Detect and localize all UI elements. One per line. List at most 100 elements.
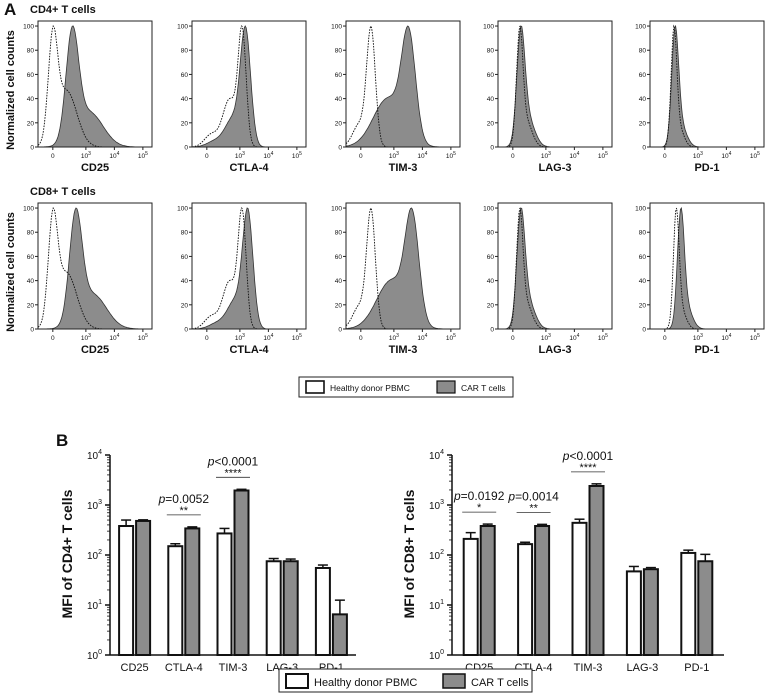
bar-car-tim-3 bbox=[233, 489, 250, 656]
hist-xtick-label: 103 bbox=[541, 151, 551, 160]
hist-xtick-label: 103 bbox=[389, 151, 399, 160]
hist-xtick-label: 105 bbox=[598, 151, 608, 160]
histogram-frame bbox=[345, 20, 461, 148]
hist-ytick-label: 100 bbox=[177, 206, 188, 213]
hist-ytick-label: 100 bbox=[331, 206, 342, 213]
car-histogram-curve bbox=[345, 207, 460, 330]
hist-xtick-label: 0 bbox=[51, 335, 55, 342]
bar-car-pd-1 bbox=[697, 560, 714, 657]
car-histogram-curve bbox=[498, 207, 612, 330]
significance-stars: ** bbox=[529, 502, 538, 514]
bar-ytick-label: 100 bbox=[429, 649, 444, 662]
bar-car-ctla-4 bbox=[534, 525, 551, 656]
hist-xtick-label: 105 bbox=[138, 151, 148, 160]
hist-xtick-label: 105 bbox=[292, 333, 302, 342]
hist-ytick-label: 40 bbox=[181, 96, 189, 103]
bar-car-ctla-4 bbox=[184, 527, 201, 656]
hist-ytick-label: 40 bbox=[639, 96, 647, 103]
hist-ytick-label: 0 bbox=[30, 327, 34, 334]
legend-b-car-label: CAR T cells bbox=[471, 677, 529, 689]
histogram-frame bbox=[649, 20, 765, 148]
bar-car-cd25 bbox=[479, 525, 496, 656]
bar-ytick-label: 102 bbox=[87, 549, 102, 562]
hist-xtick-label: 0 bbox=[359, 335, 363, 342]
hist-xtick-label: 104 bbox=[569, 333, 579, 342]
hist-xtick-label: 0 bbox=[51, 153, 55, 160]
hist-ytick-label: 100 bbox=[23, 24, 34, 31]
bar-healthy-lag-3 bbox=[625, 570, 642, 656]
hist-ytick-label: 80 bbox=[639, 230, 647, 237]
histogram-frame bbox=[649, 202, 765, 330]
panel-a-label: A bbox=[4, 0, 16, 19]
hist-xtick-label: 104 bbox=[263, 333, 273, 342]
bar-healthy-tim-3 bbox=[571, 521, 588, 657]
hist-marker-label: CTLA-4 bbox=[229, 162, 269, 174]
hist-marker-label: TIM-3 bbox=[389, 344, 418, 356]
hist-xtick-label: 105 bbox=[750, 333, 760, 342]
hist-ytick-label: 20 bbox=[639, 120, 647, 127]
histogram-cd25-cd8: 0 20 40 60 80 100 0 103 104 105 CD25 bbox=[23, 202, 153, 356]
hist-ytick-label: 80 bbox=[487, 48, 495, 55]
histogram-frame bbox=[345, 202, 461, 330]
hist-ytick-label: 60 bbox=[181, 254, 189, 261]
bar-healthy-pd-1 bbox=[314, 566, 331, 657]
hist-ylabel-cd8: Normalized cell counts bbox=[5, 212, 17, 332]
bar-category-label: LAG-3 bbox=[627, 662, 659, 674]
hist-ylabel-cd4: Normalized cell counts bbox=[5, 30, 17, 150]
hist-xtick-label: 103 bbox=[235, 333, 245, 342]
hist-ytick-label: 100 bbox=[483, 206, 494, 213]
histogram-frame bbox=[191, 202, 307, 330]
hist-xtick-label: 105 bbox=[446, 151, 456, 160]
bar-ytick-label: 101 bbox=[87, 599, 102, 612]
hist-xtick-label: 103 bbox=[81, 333, 91, 342]
bar-healthy-lag-3 bbox=[265, 560, 282, 657]
hist-ytick-label: 40 bbox=[335, 278, 343, 285]
healthy-histogram-curve bbox=[650, 207, 764, 330]
p-value-label: p<0.0001 bbox=[562, 449, 614, 463]
row-title-cd4: CD4+ T cells bbox=[30, 4, 96, 16]
hist-ytick-label: 40 bbox=[335, 96, 343, 103]
hist-ytick-label: 60 bbox=[27, 72, 35, 79]
legend-b-car-swatch bbox=[442, 673, 466, 689]
hist-ytick-label: 0 bbox=[642, 327, 646, 334]
bar1-ylabel: MFI of CD4+ T cells bbox=[59, 489, 75, 618]
bar-car-tim-3 bbox=[588, 484, 605, 656]
hist-xtick-label: 103 bbox=[693, 333, 703, 342]
car-histogram-curve bbox=[650, 24, 764, 148]
hist-ytick-label: 0 bbox=[338, 145, 342, 152]
panel-b-label: B bbox=[56, 431, 68, 450]
hist-xtick-label: 104 bbox=[109, 333, 119, 342]
hist-xtick-label: 103 bbox=[541, 333, 551, 342]
hist-ytick-label: 80 bbox=[181, 230, 189, 237]
bar-healthy-ctla-4 bbox=[167, 545, 184, 656]
hist-ytick-label: 60 bbox=[487, 254, 495, 261]
healthy-histogram-curve bbox=[37, 207, 152, 330]
hist-marker-label: PD-1 bbox=[694, 162, 719, 174]
legend-a-healthy-swatch bbox=[305, 380, 325, 394]
hist-ytick-label: 20 bbox=[487, 302, 495, 309]
hist-ytick-label: 20 bbox=[487, 120, 495, 127]
car-histogram-curve bbox=[38, 207, 152, 330]
bar-ytick-label: 104 bbox=[87, 449, 102, 462]
car-histogram-curve bbox=[38, 25, 152, 148]
hist-ytick-label: 20 bbox=[181, 302, 189, 309]
hist-ytick-label: 60 bbox=[181, 72, 189, 79]
hist-ytick-label: 80 bbox=[335, 230, 343, 237]
legend-a: Healthy donor PBMC CAR T cells bbox=[298, 376, 514, 398]
bar-ytick-label: 104 bbox=[429, 449, 444, 462]
histogram-lag-3-cd4: 0 20 40 60 80 100 0 103 104 105 LAG-3 bbox=[483, 20, 613, 174]
hist-xtick-label: 105 bbox=[446, 333, 456, 342]
hist-ytick-label: 80 bbox=[27, 48, 35, 55]
p-value-label: p=0.0014 bbox=[507, 489, 559, 503]
hist-xtick-label: 0 bbox=[205, 153, 209, 160]
hist-ytick-label: 20 bbox=[639, 302, 647, 309]
histogram-tim-3-cd8: 0 20 40 60 80 100 0 103 104 105 TIM-3 bbox=[331, 202, 461, 356]
hist-xtick-label: 0 bbox=[511, 335, 515, 342]
bar2-ylabel: MFI of CD8+ T cells bbox=[401, 489, 417, 618]
hist-marker-label: CTLA-4 bbox=[229, 344, 269, 356]
car-histogram-curve bbox=[650, 206, 764, 330]
hist-xtick-label: 104 bbox=[417, 333, 427, 342]
hist-ytick-label: 80 bbox=[335, 48, 343, 55]
hist-ytick-label: 60 bbox=[335, 254, 343, 261]
